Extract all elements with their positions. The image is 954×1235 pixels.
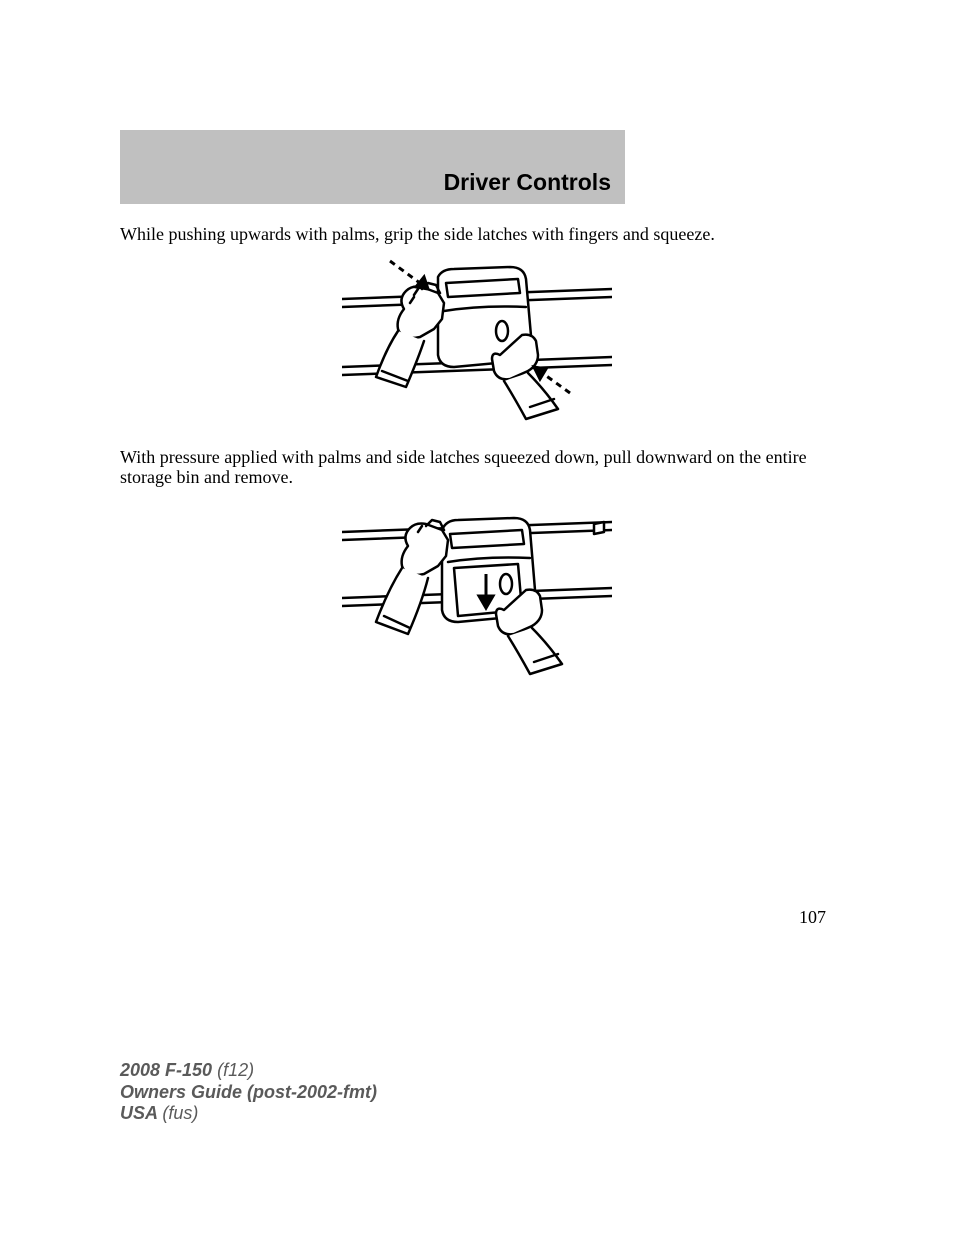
footer-code-2: (fus) <box>162 1103 198 1123</box>
footer-line-3: USA (fus) <box>120 1103 377 1125</box>
footer-model: 2008 F-150 <box>120 1060 217 1080</box>
footer-line-1: 2008 F-150 (f12) <box>120 1060 377 1082</box>
illustration-1 <box>120 259 834 429</box>
storage-bin-squeeze-diagram <box>342 259 612 429</box>
footer-code-1: (f12) <box>217 1060 254 1080</box>
footer: 2008 F-150 (f12) Owners Guide (post-2002… <box>120 1060 377 1125</box>
footer-region: USA <box>120 1103 162 1123</box>
page: Driver Controls While pushing upwards wi… <box>0 0 954 1235</box>
footer-line-2: Owners Guide (post-2002-fmt) <box>120 1082 377 1104</box>
illustration-2 <box>120 502 834 677</box>
paragraph-2: With pressure applied with palms and sid… <box>120 447 834 488</box>
page-number: 107 <box>120 907 834 928</box>
section-header-bar: Driver Controls <box>120 130 625 204</box>
paragraph-1: While pushing upwards with palms, grip t… <box>120 224 834 245</box>
section-title: Driver Controls <box>444 169 611 196</box>
storage-bin-remove-diagram <box>342 502 612 677</box>
